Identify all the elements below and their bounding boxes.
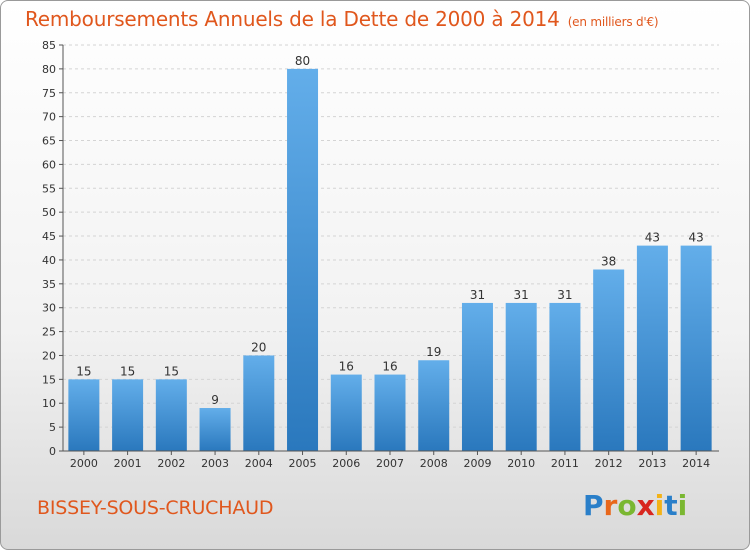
x-tick-label: 2006 — [332, 457, 360, 470]
y-tick-label: 85 — [42, 39, 56, 52]
data-label: 9 — [211, 393, 219, 407]
y-tick-label: 35 — [42, 278, 56, 291]
logo-letter: P — [583, 489, 604, 522]
logo-letter: i — [654, 489, 665, 522]
bar — [330, 374, 362, 451]
data-label: 15 — [164, 364, 179, 378]
x-tick-label: 2008 — [420, 457, 448, 470]
y-tick-label: 55 — [42, 182, 56, 195]
data-label: 15 — [120, 364, 135, 378]
logo-letter: x — [636, 489, 655, 522]
x-tick-label: 2007 — [376, 457, 404, 470]
y-tick-label: 70 — [42, 111, 56, 124]
x-tick-label: 2013 — [638, 457, 666, 470]
data-label: 31 — [470, 288, 485, 302]
data-label: 31 — [557, 288, 572, 302]
x-tick-label: 2001 — [114, 457, 142, 470]
y-tick-label: 45 — [42, 230, 56, 243]
data-label: 38 — [601, 254, 616, 268]
chart-title-text: Remboursements Annuels de la Dette de 20… — [25, 7, 560, 31]
data-label: 31 — [514, 288, 529, 302]
data-label: 19 — [426, 345, 441, 359]
y-tick-label: 20 — [42, 349, 56, 362]
x-tick-label: 2011 — [551, 457, 579, 470]
x-tick-label: 2002 — [157, 457, 185, 470]
x-tick-label: 2014 — [682, 457, 710, 470]
bar — [112, 379, 144, 451]
chart-unit: (en milliers d'€) — [567, 15, 659, 29]
data-label: 43 — [645, 231, 660, 245]
logo-letter: t — [664, 489, 678, 522]
y-tick-label: 50 — [42, 206, 56, 219]
bar — [243, 355, 275, 451]
bar — [549, 302, 581, 451]
chart-title: Remboursements Annuels de la Dette de 20… — [25, 7, 659, 31]
data-label: 16 — [339, 360, 354, 374]
y-tick-label: 65 — [42, 135, 56, 148]
bar — [593, 269, 625, 451]
commune-name: BISSEY-SOUS-CRUCHAUD — [37, 497, 274, 519]
bars — [68, 68, 712, 451]
y-axis-ticks: 0 5 10 15 20 25 30 35 40 45 50 55 60 65 70 75 80 85 — [42, 39, 63, 458]
x-tick-label: 2004 — [245, 457, 273, 470]
data-labels: 15 15 15 9 20 80 16 16 19 31 31 31 38 43 43 — [76, 54, 704, 407]
bar — [68, 379, 100, 451]
bar — [418, 360, 450, 451]
data-label: 43 — [688, 231, 703, 245]
bar — [680, 245, 712, 451]
y-tick-label: 75 — [42, 87, 56, 100]
y-tick-label: 60 — [42, 158, 56, 171]
data-label: 80 — [295, 54, 310, 68]
y-tick-label: 25 — [42, 326, 56, 339]
y-tick-label: 0 — [49, 445, 56, 458]
bar — [155, 379, 187, 451]
x-tick-label: 2005 — [289, 457, 317, 470]
bar — [461, 302, 493, 451]
data-label: 16 — [382, 360, 397, 374]
proxiti-logo: Proxiti — [583, 489, 687, 522]
axes — [62, 45, 719, 452]
y-tick-label: 80 — [42, 63, 56, 76]
bar — [505, 302, 537, 451]
data-label: 20 — [251, 340, 266, 354]
logo-letter: i — [677, 489, 688, 522]
y-tick-label: 15 — [42, 373, 56, 386]
logo-letter: o — [617, 489, 637, 522]
x-tick-label: 2009 — [463, 457, 491, 470]
x-tick-label: 2000 — [70, 457, 98, 470]
x-tick-label: 2010 — [507, 457, 535, 470]
bar — [287, 68, 319, 451]
y-tick-label: 40 — [42, 254, 56, 267]
bar — [636, 245, 668, 451]
data-label: 15 — [76, 364, 91, 378]
x-axis-ticks: 2000 2001 2002 2003 2004 2005 2006 2007 2008 2009… — [70, 451, 710, 470]
x-tick-label: 2003 — [201, 457, 229, 470]
y-tick-label: 10 — [42, 397, 56, 410]
x-tick-label: 2012 — [595, 457, 623, 470]
bar — [199, 408, 231, 451]
logo-letter: r — [603, 489, 618, 522]
bar — [374, 374, 406, 451]
y-tick-label: 30 — [42, 302, 56, 315]
y-tick-label: 5 — [49, 421, 56, 434]
